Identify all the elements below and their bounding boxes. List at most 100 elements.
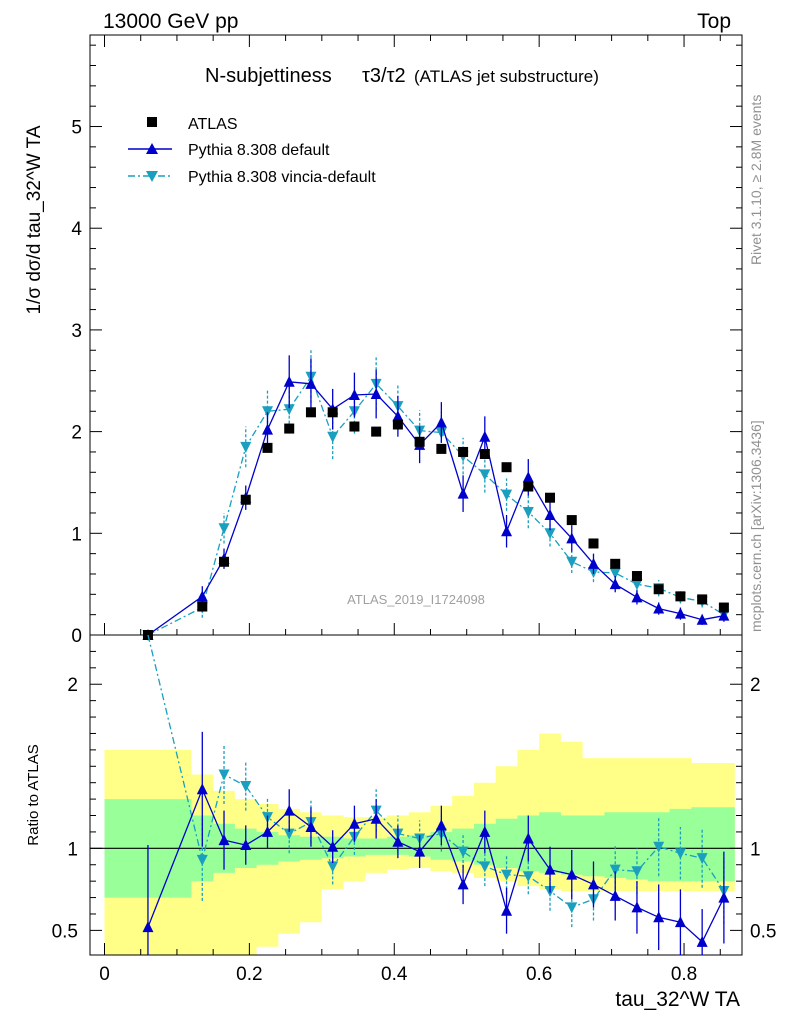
main-y-tick-label: 0 — [71, 626, 82, 647]
atlas-point — [392, 419, 403, 430]
default-point — [305, 377, 317, 389]
legend-label-default: Pythia 8.308 default — [188, 142, 330, 159]
main-y-tick-label: 5 — [71, 118, 82, 139]
vincia-point — [327, 431, 339, 443]
vincia-point — [631, 579, 643, 591]
atlas-point — [545, 492, 556, 503]
ratio-vincia-point — [609, 864, 621, 876]
vincia-point — [283, 404, 295, 416]
ratio-vincia-point — [674, 848, 686, 860]
ratio-default-point — [718, 891, 730, 903]
atlas-point — [197, 601, 208, 612]
default-point — [196, 590, 208, 602]
rivet-version-text: Rivet 3.1.10, ≥ 2.8M events — [748, 95, 764, 265]
ratio-y-tick-label-right: 1 — [750, 839, 761, 860]
ratio-default-point — [240, 839, 252, 851]
atlas-point — [697, 594, 708, 605]
default-point — [501, 525, 513, 537]
atlas-point — [305, 407, 316, 418]
atlas-point — [588, 538, 599, 549]
default-point — [283, 375, 295, 387]
default-point — [609, 578, 621, 590]
ratio-default-point — [587, 878, 599, 890]
header-left: 13000 GeV pp — [103, 10, 238, 33]
default-point — [479, 430, 491, 442]
ratio-default-point — [196, 783, 208, 795]
atlas-point — [566, 515, 577, 526]
atlas-point — [675, 591, 686, 602]
default-point — [587, 557, 599, 569]
ratio-default-point — [544, 863, 556, 875]
series-layer — [142, 350, 730, 955]
atlas-point — [479, 448, 490, 459]
vincia-point — [566, 556, 578, 568]
chart-title: N-subjettiness — [205, 65, 332, 87]
atlas-point — [327, 407, 338, 418]
default-point — [370, 387, 382, 399]
ratio-y-tick-label: 1 — [67, 839, 78, 860]
ratio-default-point — [566, 868, 578, 880]
main-y-tick-label: 3 — [71, 321, 82, 342]
ratio-default-point — [609, 889, 621, 901]
x-tick-label: 0.6 — [526, 964, 552, 985]
vincia-point — [544, 528, 556, 540]
ratio-vincia-point — [479, 861, 491, 873]
ratio-vincia-point — [653, 841, 665, 853]
ratio-vincia-point — [696, 853, 708, 865]
x-tick-label: 0.4 — [381, 964, 408, 985]
ratio-vincia-point — [457, 846, 469, 858]
ratio-y-tick-label: 2 — [67, 675, 78, 696]
default-line — [147, 381, 725, 636]
ratio-default-point — [414, 845, 426, 857]
ratio-default-point — [501, 904, 513, 916]
main-y-tick-label: 2 — [71, 423, 82, 444]
ratio-panel-frame — [89, 634, 743, 956]
ratio-default-point — [653, 911, 665, 923]
atlas-point — [501, 462, 512, 473]
atlas-point — [349, 421, 360, 432]
mcplots-credit-text: mcplots.cern.ch [arXiv:1306.3436] — [748, 420, 764, 632]
atlas-point — [610, 558, 621, 569]
default-point — [696, 613, 708, 625]
atlas-point — [262, 442, 273, 453]
vincia-point — [501, 489, 513, 501]
ratio-vincia-point — [522, 871, 534, 883]
ratio-default-point — [435, 819, 447, 831]
ratio-vincia-point — [327, 861, 339, 873]
atlas-point — [240, 494, 251, 505]
ratio-default-point — [696, 935, 708, 947]
x-axis-label: tau_32^W TA — [615, 988, 740, 1011]
default-point — [435, 416, 447, 428]
default-point — [653, 602, 665, 614]
atlas-point — [718, 602, 729, 613]
ratio-vincia-point — [566, 902, 578, 914]
ratio-vincia-line — [147, 634, 725, 909]
vincia-point — [609, 567, 621, 579]
ratio-default-point — [631, 901, 643, 913]
ratio-default-point — [305, 821, 317, 832]
default-point — [348, 389, 360, 400]
vincia-point — [522, 506, 534, 518]
ratio-default-point — [142, 921, 154, 933]
default-point — [261, 423, 273, 435]
ratio-default-point — [327, 840, 339, 852]
main-y-tick-label: 1 — [71, 524, 82, 545]
atlas-point — [284, 423, 295, 434]
atlas-point — [414, 436, 425, 447]
default-point — [392, 410, 404, 422]
atlas-point — [219, 556, 230, 567]
legend-label-atlas: ATLAS — [188, 116, 238, 133]
legend-marker-vincia — [146, 171, 158, 182]
ratio-default-point — [457, 878, 469, 890]
atlas-point — [142, 630, 153, 640]
chart-subtitle: (ATLAS jet substructure) — [414, 67, 599, 86]
atlas-point — [458, 446, 469, 457]
atlas-point — [371, 426, 382, 437]
ratio-default-point — [479, 825, 491, 837]
ratio-vincia-point — [196, 854, 208, 866]
default-point — [544, 509, 556, 520]
default-point — [718, 609, 730, 621]
header-right: Top — [697, 10, 731, 33]
vincia-point — [261, 406, 273, 418]
